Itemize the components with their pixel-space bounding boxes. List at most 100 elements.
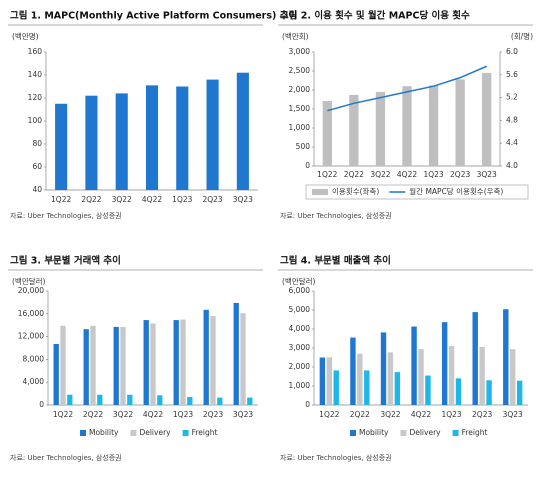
bar <box>402 86 412 166</box>
bar <box>448 346 455 405</box>
y-tick-label: 4,000 <box>23 377 45 386</box>
bar <box>428 85 439 166</box>
y-tick-label: 500 <box>296 142 311 151</box>
x-tick-label: 2Q23 <box>202 195 222 204</box>
bar <box>217 397 223 405</box>
x-tick-label: 1Q23 <box>172 195 192 204</box>
legend-swatch <box>350 430 356 436</box>
bar <box>173 320 179 405</box>
x-tick-label: 3Q22 <box>113 410 133 419</box>
bar <box>364 370 370 405</box>
bar <box>319 357 326 405</box>
y-axis-unit: (백만회) <box>282 31 309 41</box>
legend-swatch <box>312 189 328 195</box>
bar <box>97 394 103 405</box>
y2-tick-label: 6.0 <box>506 47 518 56</box>
bar <box>516 380 523 405</box>
bar <box>206 79 219 190</box>
bar <box>236 72 249 190</box>
y-tick-label: 3,000 <box>289 47 311 56</box>
y-tick-label: 0 <box>39 400 44 409</box>
bar <box>157 395 163 405</box>
source: 자료: Uber Technologies, 삼성증권 <box>280 211 392 220</box>
legend-swatch <box>400 430 407 436</box>
bar <box>333 370 339 405</box>
bar <box>85 95 98 190</box>
bar <box>375 91 386 166</box>
bar <box>387 352 394 405</box>
y-tick-label: 2,000 <box>289 362 311 371</box>
bar <box>394 372 401 405</box>
y-tick-label: 6,000 <box>289 286 311 295</box>
legend-swatch <box>130 430 137 436</box>
y-axis-unit: (백만달러) <box>12 276 46 286</box>
x-tick-label: 3Q23 <box>477 170 497 179</box>
bar <box>180 319 186 405</box>
y-tick-label: 20,000 <box>18 286 44 295</box>
x-tick-label: 2Q23 <box>450 170 470 179</box>
source: 자료: Uber Technologies, 삼성증권 <box>280 453 392 462</box>
bar <box>187 397 193 405</box>
y-tick-label: 120 <box>28 93 43 102</box>
legend-swatch <box>182 430 189 436</box>
y-tick-label: 2,500 <box>289 66 311 75</box>
bar <box>350 337 356 405</box>
bar <box>60 325 66 405</box>
bar <box>176 86 189 190</box>
y2-tick-label: 5.2 <box>506 93 518 102</box>
x-tick-label: 1Q22 <box>53 410 73 419</box>
y-tick-label: 4,000 <box>289 324 311 333</box>
bar <box>127 394 133 405</box>
legend-label: Freight <box>462 428 488 437</box>
source: 자료: Uber Technologies, 삼성증권 <box>10 211 122 220</box>
legend-label: Mobility <box>89 428 119 437</box>
x-tick-label: 3Q23 <box>233 410 253 419</box>
bar <box>326 357 332 405</box>
x-tick-label: 2Q22 <box>344 170 364 179</box>
bar <box>425 375 431 405</box>
y-tick-label: 3,000 <box>289 343 311 352</box>
bar <box>472 312 478 405</box>
y-axis-unit: (백만명) <box>12 31 39 41</box>
x-tick-label: 2Q23 <box>203 410 223 419</box>
y-tick-label: 0 <box>305 161 310 170</box>
y-tick-label: 40 <box>32 185 42 194</box>
y-tick-label: 140 <box>28 70 43 79</box>
y-tick-label: 60 <box>32 162 42 171</box>
y-tick-label: 1,000 <box>289 381 311 390</box>
x-tick-label: 1Q23 <box>441 410 461 419</box>
bar <box>210 316 216 405</box>
bar <box>115 93 128 190</box>
x-tick-label: 1Q23 <box>173 410 193 419</box>
legend-label: Delivery <box>409 428 441 437</box>
x-tick-label: 4Q22 <box>142 195 162 204</box>
chart-title: 그림 3. 부문별 거래액 추이 <box>10 255 121 267</box>
bar <box>83 329 89 405</box>
bar <box>482 72 492 166</box>
bar <box>455 378 462 405</box>
y-tick-label: 1,000 <box>289 123 311 132</box>
x-tick-label: 3Q22 <box>370 170 390 179</box>
y-tick-label: 100 <box>28 116 43 125</box>
x-tick-label: 2Q22 <box>350 410 370 419</box>
chart-title: 그림 4. 부문별 매출액 추이 <box>280 255 391 267</box>
y-tick-label: 160 <box>28 47 43 56</box>
bar <box>145 85 159 190</box>
y-tick-label: 1,500 <box>289 104 311 113</box>
x-tick-label: 1Q23 <box>423 170 443 179</box>
y-tick-label: 8,000 <box>23 354 45 363</box>
x-tick-label: 4Q22 <box>411 410 431 419</box>
y-tick-label: 2,000 <box>289 85 311 94</box>
bar <box>322 101 332 166</box>
bar <box>479 346 485 405</box>
bar <box>120 326 126 405</box>
legend-label: Mobility <box>359 428 389 437</box>
bar <box>455 79 465 166</box>
bar <box>411 326 417 405</box>
bar <box>240 313 246 405</box>
y2-tick-label: 5.6 <box>506 70 518 79</box>
bar <box>55 103 68 190</box>
bar <box>486 380 492 405</box>
legend-swatch <box>452 430 459 436</box>
